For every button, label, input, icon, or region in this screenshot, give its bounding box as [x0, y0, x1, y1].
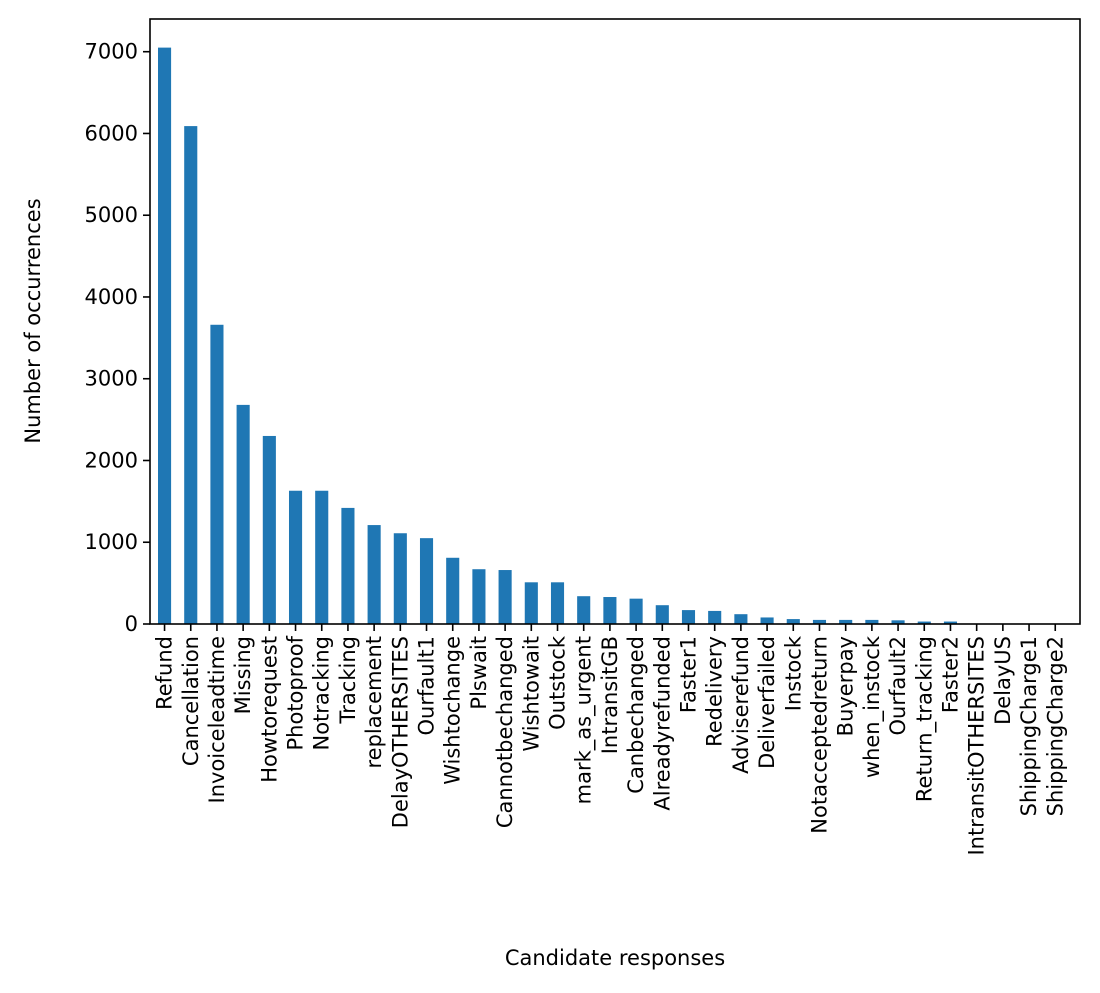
y-tick-label: 2000	[85, 448, 138, 472]
bar-Outstock	[550, 582, 565, 624]
y-tick-label: 4000	[85, 285, 138, 309]
x-tick-label: Ourfault2	[886, 636, 910, 735]
x-tick-label: Ourfault1	[415, 636, 439, 735]
bar-Ourfault1	[419, 538, 434, 624]
x-tick-label: Faster2	[938, 636, 962, 713]
x-tick-label: Instock	[781, 635, 805, 711]
bar-Cancellation	[184, 126, 198, 624]
bar-Redelivery	[708, 610, 722, 624]
bar-Wishtowait	[524, 582, 538, 624]
x-tick-label: Cancellation	[179, 636, 203, 766]
x-axis: Refund Cancellation Invoiceleadtime Missing…	[153, 624, 1067, 856]
bar-DelayOTHERSITES	[393, 533, 407, 624]
x-tick-label: Deliverfailed	[755, 636, 779, 769]
x-tick-label: IntransitGB	[598, 636, 622, 754]
bar-Photoproof	[288, 490, 303, 624]
x-tick-label: DelayOTHERSITES	[388, 636, 412, 828]
bar-when_instock	[865, 619, 879, 624]
bar-Refund	[158, 47, 172, 625]
bar-Canbechanged	[629, 598, 643, 624]
bars-group	[158, 47, 958, 625]
bar-Invoiceleadtime	[210, 324, 224, 624]
x-tick-label: Plswait	[467, 636, 491, 710]
x-tick-label: Buyerpay	[834, 636, 858, 736]
plot-frame	[149, 18, 1081, 625]
y-axis: 0 1000 2000 3000 4000 5000 6000 7000	[85, 40, 150, 636]
x-tick-label: replacement	[362, 636, 386, 769]
bar-Return_tracking	[917, 621, 931, 624]
x-tick-label: ShippingCharge1	[1017, 636, 1041, 816]
bar-Notacceptedreturn	[812, 619, 827, 624]
bar-Buyerpay	[839, 619, 853, 624]
x-tick-label: Notracking	[310, 636, 334, 750]
y-tick-label: 5000	[85, 203, 138, 227]
bar-Cannotbechanged	[498, 570, 512, 624]
x-tick-label: IntransitOTHERSITES	[965, 636, 989, 856]
bar-IntransitGB	[603, 597, 617, 624]
bar-Howtorequest	[262, 435, 276, 624]
bar-Faster1	[681, 610, 696, 624]
y-tick-label: 3000	[85, 367, 138, 391]
bar-mark_as_urgent	[577, 596, 591, 624]
x-tick-label: Faster1	[676, 636, 700, 713]
bar-Deliverfailed	[760, 617, 774, 624]
bar-Wishtochange	[446, 557, 460, 624]
x-tick-label: Outstock	[546, 635, 570, 730]
y-tick-label: 7000	[85, 40, 138, 64]
x-tick-label: ShippingCharge2	[1043, 636, 1067, 816]
bar-Adviserefund	[734, 614, 748, 624]
bar-Instock	[786, 619, 800, 624]
x-tick-label: Alreadyrefunded	[650, 636, 674, 811]
x-tick-label: Refund	[153, 636, 177, 710]
x-tick-label: when_instock	[860, 635, 885, 778]
y-tick-label: 6000	[85, 121, 138, 145]
x-tick-label: Howtorequest	[257, 636, 281, 783]
x-tick-label: Tracking	[336, 636, 360, 724]
y-axis-label: Number of occurrences	[21, 198, 45, 443]
x-tick-label: Wishtochange	[441, 636, 465, 785]
x-tick-label: DelayUS	[991, 636, 1015, 725]
x-tick-label: mark_as_urgent	[572, 636, 597, 804]
bar-Notracking	[315, 490, 329, 624]
x-tick-label: Redelivery	[703, 636, 727, 747]
bar-Faster2	[943, 621, 958, 624]
x-tick-label: Invoiceleadtime	[205, 636, 229, 803]
x-tick-label: Canbechanged	[624, 636, 648, 794]
y-tick-label: 0	[125, 612, 138, 636]
bar-Alreadyrefunded	[655, 605, 669, 624]
x-tick-label: Adviserefund	[729, 636, 753, 774]
bar-Tracking	[341, 507, 355, 624]
x-tick-label: Cannotbechanged	[493, 636, 517, 828]
x-tick-label: Photoproof	[284, 635, 308, 750]
x-tick-label: Notacceptedreturn	[807, 636, 831, 834]
bar-Plswait	[472, 569, 486, 624]
x-tick-label: Missing	[231, 636, 255, 714]
bar-Ourfault2	[891, 620, 905, 624]
x-tick-label: Return_tracking	[912, 636, 937, 802]
y-tick-label: 1000	[85, 530, 138, 554]
bar-replacement	[367, 525, 381, 624]
bar-Missing	[236, 404, 250, 624]
x-tick-label: Wishtowait	[519, 636, 543, 752]
x-axis-label: Candidate responses	[505, 946, 725, 970]
